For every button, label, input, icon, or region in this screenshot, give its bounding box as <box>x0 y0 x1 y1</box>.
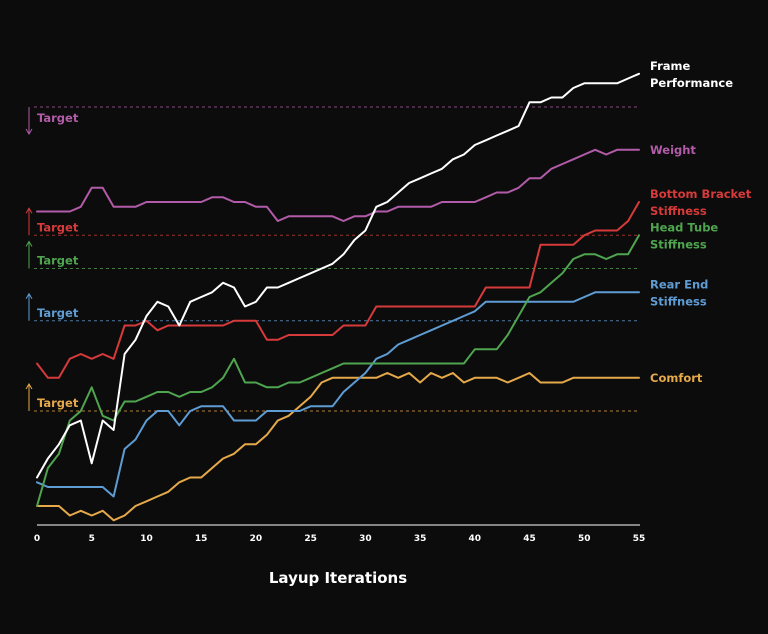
target-lines: Target Target Target Target Target <box>25 106 639 412</box>
x-tick-label-10: 10 <box>140 534 153 544</box>
x-tick-label-0: 0 <box>34 534 40 544</box>
target-arrow-head-tube-stiffness <box>25 240 33 269</box>
series-line-rear-end-stiffness <box>36 291 640 498</box>
target-arrow-rear-end-stiffness <box>25 292 33 321</box>
target-label-rear-end-stiffness: Target <box>37 306 79 320</box>
x-tick-label-15: 15 <box>195 534 208 544</box>
series-line-weight <box>36 148 640 222</box>
x-tick-label-25: 25 <box>304 534 317 544</box>
series-label-rear-end-stiffness: Rear End Stiffness <box>650 277 708 308</box>
target-arrow-weight <box>25 107 33 135</box>
series-lines <box>36 72 640 522</box>
x-tick-label-30: 30 <box>359 534 372 544</box>
target-arrow-bottom-bracket-stiffness <box>25 207 33 236</box>
target-label-weight: Target <box>37 111 79 125</box>
series-line-head-tube-stiffness <box>36 234 640 507</box>
target-label-bottom-bracket-stiffness: Target <box>37 220 79 234</box>
series-line-comfort <box>36 372 640 522</box>
target-arrow-comfort <box>25 383 33 411</box>
x-tick-label-45: 45 <box>523 534 536 544</box>
series-label-comfort: Comfort <box>650 371 703 385</box>
x-tick-labels: 0 5 10 15 20 25 30 35 40 45 50 55 <box>34 534 645 544</box>
series-label-frame-performance: Frame Performance <box>650 59 733 90</box>
x-tick-label-20: 20 <box>250 534 263 544</box>
x-axis-title: Layup Iterations <box>269 569 407 587</box>
series-label-bottom-bracket-stiffness: Bottom Bracket Stiffness <box>650 187 752 218</box>
x-tick-label-50: 50 <box>578 534 591 544</box>
target-label-head-tube-stiffness: Target <box>37 254 79 268</box>
x-tick-label-35: 35 <box>414 534 427 544</box>
series-label-weight: Weight <box>650 143 696 157</box>
series-labels: Frame Performance Weight Bottom Bracket Stif… <box>650 59 752 385</box>
series-label-head-tube-stiffness: Head Tube Stiffness <box>650 220 718 251</box>
x-tick-label-5: 5 <box>89 534 95 544</box>
series-line-bottom-bracket-stiffness <box>36 201 640 379</box>
x-tick-label-40: 40 <box>469 534 482 544</box>
x-tick-label-55: 55 <box>633 534 646 544</box>
series-line-frame-performance <box>36 72 640 479</box>
target-label-comfort: Target <box>37 396 79 410</box>
